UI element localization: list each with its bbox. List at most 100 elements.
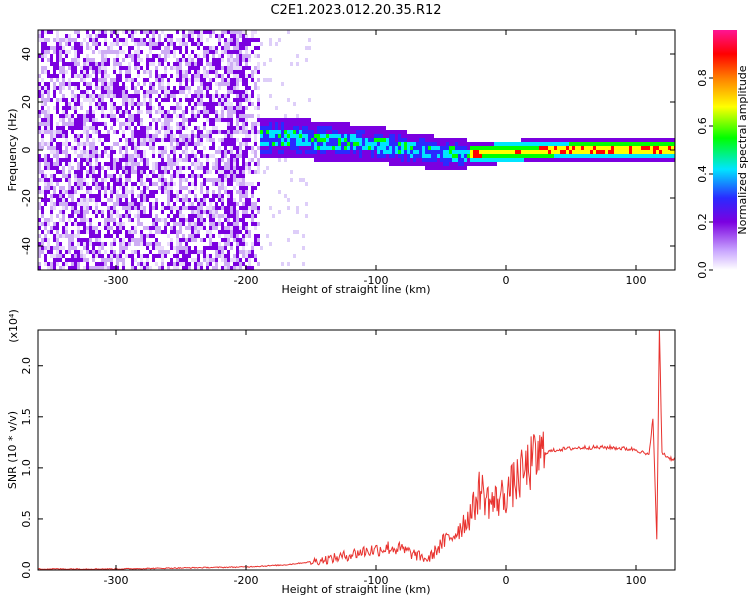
heatmap-cell (218, 34, 221, 38)
heatmap-cell (392, 146, 395, 150)
heatmap-cell (236, 150, 239, 154)
heatmap-cell (65, 102, 68, 106)
heatmap-cell (164, 74, 167, 78)
heatmap-cell (56, 78, 59, 82)
heatmap-cell (92, 42, 95, 46)
heatmap-cell (152, 202, 155, 206)
heatmap-cell (266, 154, 269, 158)
heatmap-cell (296, 126, 299, 130)
heatmap-cell (236, 218, 239, 222)
heatmap-cell (389, 138, 392, 142)
heatmap-cell (209, 246, 212, 250)
heatmap-cell (47, 222, 50, 226)
heatmap-cell (380, 134, 383, 138)
heatmap-cell (89, 114, 92, 118)
heatmap-cell (221, 214, 224, 218)
heatmap-cell (92, 230, 95, 234)
heatmap-cell (74, 222, 77, 226)
heatmap-cell (188, 202, 191, 206)
heatmap-cell (317, 126, 320, 130)
heatmap-cell (80, 134, 83, 138)
heatmap-cell (233, 230, 236, 234)
heatmap-cell (146, 106, 149, 110)
heatmap-cell (83, 178, 86, 182)
heatmap-cell (65, 38, 68, 42)
heatmap-cell (56, 262, 59, 266)
heatmap-cell (125, 206, 128, 210)
heatmap-cell (83, 82, 86, 86)
heatmap-cell (179, 214, 182, 218)
heatmap-cell (230, 182, 233, 186)
heatmap-cell (290, 126, 293, 130)
heatmap-cell (161, 170, 164, 174)
heatmap-cell (209, 242, 212, 246)
heatmap-cell (224, 150, 227, 154)
heatmap-cell (140, 254, 143, 258)
heatmap-cell (170, 74, 173, 78)
heatmap-cell (605, 154, 608, 158)
heatmap-cell (170, 134, 173, 138)
heatmap-cell (137, 162, 140, 166)
heatmap-cell (131, 158, 134, 162)
heatmap-cell (149, 242, 152, 246)
heatmap-cell (65, 250, 68, 254)
heatmap-cell (215, 170, 218, 174)
heatmap-cell (155, 242, 158, 246)
heatmap-cell (236, 258, 239, 262)
heatmap-cell (629, 138, 632, 142)
heatmap-cell (590, 154, 593, 158)
heatmap-cell (563, 146, 566, 150)
heatmap-cell (173, 254, 176, 258)
heatmap-cell (188, 254, 191, 258)
heatmap-cell (260, 122, 263, 126)
heatmap-cell (47, 106, 50, 110)
heatmap-cell (80, 186, 83, 190)
heatmap-cell (374, 130, 377, 134)
heatmap-cell (152, 46, 155, 50)
heatmap-cell (77, 138, 80, 142)
heatmap-cell (83, 78, 86, 82)
heatmap-cell (104, 50, 107, 54)
heatmap-cell (230, 58, 233, 62)
heatmap-cell (209, 122, 212, 126)
heatmap-cell (44, 258, 47, 262)
heatmap-cell (377, 150, 380, 154)
heatmap-cell (200, 154, 203, 158)
heatmap-cell (215, 166, 218, 170)
heatmap-cell (311, 154, 314, 158)
heatmap-cell (494, 146, 497, 150)
heatmap-cell (107, 146, 110, 150)
heatmap-cell (203, 46, 206, 50)
heatmap-cell (149, 170, 152, 174)
heatmap-cell (125, 214, 128, 218)
heatmap-cell (56, 66, 59, 70)
heatmap-cell (563, 154, 566, 158)
heatmap-cell (47, 238, 50, 242)
heatmap-cell (155, 74, 158, 78)
heatmap-cell (71, 258, 74, 262)
heatmap-cell (179, 138, 182, 142)
heatmap-cell (392, 158, 395, 162)
heatmap-cell (236, 38, 239, 42)
heatmap-cell (242, 118, 245, 122)
heatmap-cell (422, 158, 425, 162)
heatmap-cell (86, 150, 89, 154)
heatmap-cell (95, 186, 98, 190)
heatmap-cell (230, 214, 233, 218)
heatmap-cell (197, 98, 200, 102)
heatmap-cell (245, 82, 248, 86)
heatmap-cell (41, 106, 44, 110)
heatmap-cell (557, 154, 560, 158)
heatmap-cell (143, 242, 146, 246)
heatmap-cell (299, 142, 302, 146)
heatmap-cell (98, 98, 101, 102)
heatmap-cell (95, 262, 98, 266)
heatmap-cell (143, 134, 146, 138)
heatmap-cell (179, 258, 182, 262)
heatmap-cell (473, 142, 476, 146)
heatmap-cell (200, 86, 203, 90)
heatmap-cell (221, 222, 224, 226)
heatmap-cell (119, 258, 122, 262)
heatmap-cell (173, 98, 176, 102)
heatmap-cell (134, 258, 137, 262)
